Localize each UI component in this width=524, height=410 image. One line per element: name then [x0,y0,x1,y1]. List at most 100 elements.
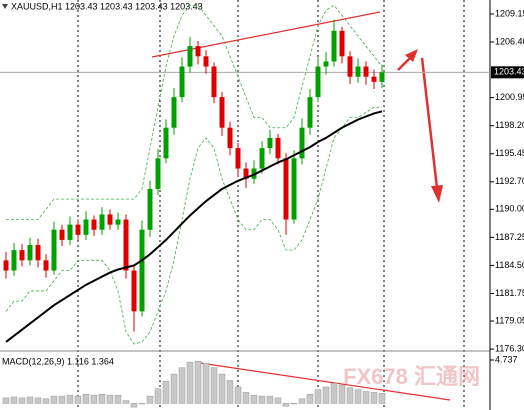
macd-bar [274,397,282,404]
candle-body [83,219,89,235]
candle-body [371,76,377,82]
candle-body [123,219,129,271]
candle-body [307,97,313,128]
candle-body [43,260,49,271]
macd-bar [370,392,378,404]
macd-bar [338,384,346,404]
candle-body [179,66,185,98]
macd-bar [58,395,66,404]
bollinger-lower [5,106,382,345]
macd-bar [146,395,154,404]
macd-bar [18,397,26,404]
candle-body [275,137,281,159]
y-tick-label: 1176.30 [495,343,524,353]
macd-bar [266,395,274,404]
macd-bar [90,394,98,404]
macd-bar [162,381,170,404]
macd-bar [50,395,58,404]
candle-body [155,158,161,189]
macd-bar [298,398,306,404]
candle-body [75,224,81,235]
candle-body [27,245,33,261]
macd-bar [42,398,50,404]
y-tick-label: 4.737 [495,354,518,364]
y-tick-label: 1190.00 [495,204,524,214]
macd-bar [26,396,34,404]
candle-body [139,229,145,312]
macd-label: MACD(12,26,9) 1.116 1.364 [2,356,114,366]
candle-body [115,219,121,225]
y-tick-label: 1181.75 [495,288,524,298]
candle-body [147,188,153,230]
y-tick-label: 1198.20 [495,120,524,130]
y-tick-label: 1195.45 [495,148,524,158]
arrow-down [420,57,439,189]
macd-bar [98,394,106,404]
macd-bar [362,391,370,404]
macd-bar [82,394,90,404]
macd-bar [154,388,162,404]
candle-body [283,158,289,220]
candle-body [131,270,137,312]
macd-bar [234,386,242,404]
macd-bar [114,394,122,404]
y-tick-label: 1192.70 [495,176,524,186]
macd-bar [202,362,210,404]
macd-trendline [199,362,451,401]
macd-bar [330,383,338,404]
macd-bar [322,386,330,404]
current-price-box [491,66,524,79]
macd-bar [314,389,322,404]
candle-body [219,97,225,128]
period-separators [77,0,465,410]
candle-body [315,66,321,98]
macd-bar [130,403,138,408]
macd-bar [194,361,202,404]
candle-body [323,61,329,67]
candle-body [267,137,273,149]
y-tick-label: 1184.50 [495,260,524,270]
watermark: FX678 汇通网 [343,364,480,389]
candle-body [187,46,193,67]
candle-body [291,158,297,220]
bollinger-upper [6,4,383,220]
candle-body [91,219,97,230]
candle-body [243,168,249,179]
macd-bar [290,403,298,405]
y-tick-label: 1206.40 [495,36,524,46]
candle-body [211,66,217,98]
macd-bar [250,394,258,404]
candle-body [107,214,113,225]
forecast-arrows [397,49,443,203]
macd-bar [186,361,194,404]
candle-body [67,224,73,240]
chart-title: XAUUSD,H1 1203.43 1203.43 1203.43 1203.4… [11,1,203,11]
macd-bar [138,403,146,405]
macd-bar [170,373,178,404]
symbol-icon [2,4,8,9]
y-tick-label: 1187.25 [495,232,524,242]
candle-body [339,30,345,57]
candle-body [347,56,353,77]
candle-body [203,56,209,67]
candle-body [171,97,177,128]
macd-bar [378,393,386,404]
moving-average [5,110,383,343]
candle-body [19,250,25,261]
candle-body [11,250,17,271]
candle-body [59,229,65,240]
candle-body [331,30,337,62]
candle-body [363,66,369,77]
macd-bar [346,387,354,404]
candle-body [355,66,361,77]
macd-bar [210,367,218,404]
macd-bar [282,403,290,407]
candle-body [51,229,57,271]
macd-bar [10,396,18,404]
macd-bar [2,397,10,404]
candle-body [227,127,233,149]
macd-bar [66,394,74,404]
candle-body [99,214,105,230]
macd-bar [34,397,42,404]
